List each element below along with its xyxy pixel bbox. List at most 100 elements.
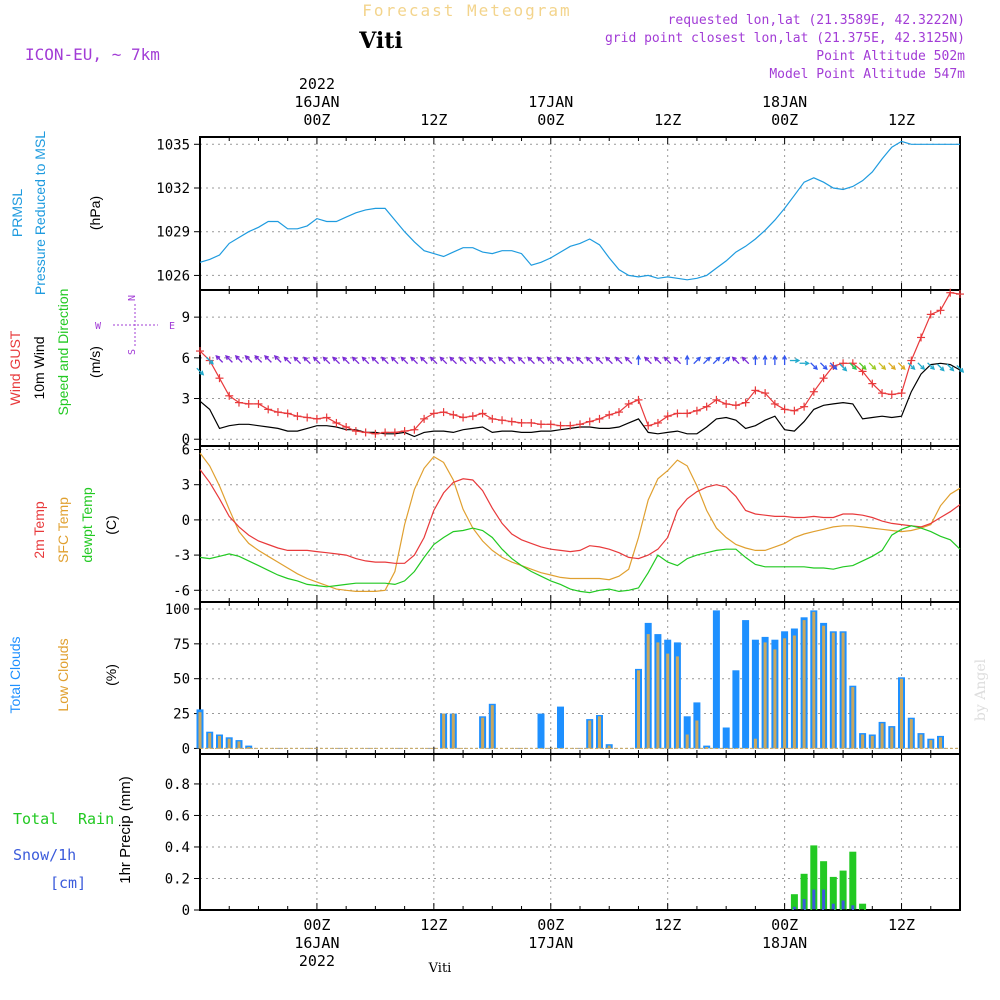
gust-marker (868, 379, 877, 388)
gust-marker (556, 421, 565, 430)
gust-marker (692, 406, 701, 415)
total-cloud-bar (537, 713, 545, 749)
wind-arrow (429, 356, 438, 365)
wind-arrow (390, 356, 399, 365)
gust-marker (585, 417, 594, 426)
wind-arrow (342, 356, 350, 365)
snow-label: Snow/1h (13, 846, 76, 864)
y-tick-label: 50 (173, 672, 190, 688)
snow-bar (802, 899, 806, 910)
gust-marker (780, 405, 789, 414)
y-tick-label: 0.8 (165, 777, 190, 793)
total-cloud-bar (732, 670, 740, 749)
wind-arrow (488, 356, 496, 365)
wind-arrow (283, 356, 292, 365)
dewpoint-line (199, 525, 961, 594)
gust-marker (410, 425, 419, 434)
wind-arrow (712, 356, 721, 365)
gust-marker (790, 406, 799, 415)
gust-marker (926, 310, 935, 319)
y-tick-label: 1035 (156, 137, 190, 153)
wind-arrow (439, 356, 448, 365)
bottom-time-label: 12Z (654, 916, 681, 934)
top-time-label: 00Z (771, 111, 798, 129)
wind-arrow (536, 356, 545, 365)
total-cloud-bar (722, 727, 730, 749)
gust-marker (381, 428, 390, 437)
low-cloud-bar (939, 737, 942, 749)
gust-marker (371, 429, 380, 438)
rain-bar (790, 894, 798, 910)
gust-marker (663, 412, 672, 421)
gust-marker (429, 409, 438, 418)
wind-arrow (772, 354, 778, 366)
gust-marker (342, 423, 351, 432)
gust-marker (576, 420, 584, 429)
temp-2m-line (199, 469, 961, 564)
gust-marker (907, 356, 916, 365)
wind-arrow (556, 356, 565, 365)
gust-marker (527, 418, 536, 427)
wind-arrow (878, 362, 887, 371)
wind-arrow (762, 354, 768, 366)
y-tick-label: 0 (182, 432, 190, 448)
low-cloud-bar (218, 735, 221, 749)
wind-arrow (546, 356, 555, 365)
y-tick-label: 0.4 (165, 840, 190, 856)
wind-arrow (868, 362, 877, 371)
wind-arrow (595, 356, 604, 365)
temp-unit: (C) (103, 515, 119, 534)
gust-marker (839, 359, 848, 368)
y-tick-label: 3 (182, 478, 190, 494)
wind-arrow (673, 356, 682, 365)
grid-coordinates: grid point closest lon,lat (21.375E, 42.… (605, 31, 965, 46)
y-tick-label: 6 (182, 443, 190, 459)
gust-marker (878, 389, 887, 398)
gust-marker (264, 405, 273, 414)
gust-marker (731, 401, 740, 410)
low-cloud-bar (880, 723, 884, 749)
wind-arrow (819, 362, 828, 371)
wind-arrow (527, 356, 535, 365)
bottom-time-label: 16JAN (294, 934, 339, 952)
gust-label: Wind GUST (7, 330, 23, 405)
gust-marker (303, 413, 312, 422)
gust-marker (361, 428, 370, 437)
gust-marker (234, 398, 243, 407)
wind-arrow (497, 356, 506, 365)
low-cloud-bar (783, 638, 787, 749)
wind-arrow (419, 356, 428, 365)
low-cloud-bar (705, 747, 709, 749)
total-cloud-bar (683, 716, 691, 749)
y-tick-label: 6 (182, 351, 190, 367)
panel-4: 0 25 50 75 100 (165, 601, 961, 757)
snow-bar (822, 889, 826, 910)
gust-marker (400, 427, 409, 436)
bottom-time-label: 12Z (420, 916, 447, 934)
gust-marker (439, 408, 448, 417)
pressure-label-long: Pressure Reduced to MSL (32, 131, 48, 295)
pressure-label: PRMSL (9, 189, 25, 237)
rain-bar (810, 845, 818, 910)
top-time-label: 00Z (303, 111, 330, 129)
gust-marker (956, 290, 964, 299)
gust-marker (322, 413, 331, 422)
credit-watermark: by Angel (973, 658, 989, 721)
wind-arrow (478, 356, 487, 365)
low-cloud-bar (198, 712, 202, 749)
wind-arrow (897, 362, 906, 371)
bottom-time-label: 00Z (537, 916, 564, 934)
y-tick-label: -6 (173, 583, 190, 599)
wind-arrow (264, 355, 272, 363)
wind-arrow (858, 362, 867, 371)
y-tick-label: -3 (173, 548, 190, 564)
wind-arrow (907, 362, 916, 371)
wind-arrow (789, 358, 801, 364)
wind-arrow (215, 355, 224, 363)
low-cloud-bar (890, 727, 894, 749)
wind-arrow (303, 356, 311, 365)
precip-label: 1hr Precip (mm) (117, 776, 134, 884)
low-cloud-bar (929, 740, 933, 749)
wind-arrow (644, 356, 652, 365)
gust-marker (800, 402, 809, 411)
